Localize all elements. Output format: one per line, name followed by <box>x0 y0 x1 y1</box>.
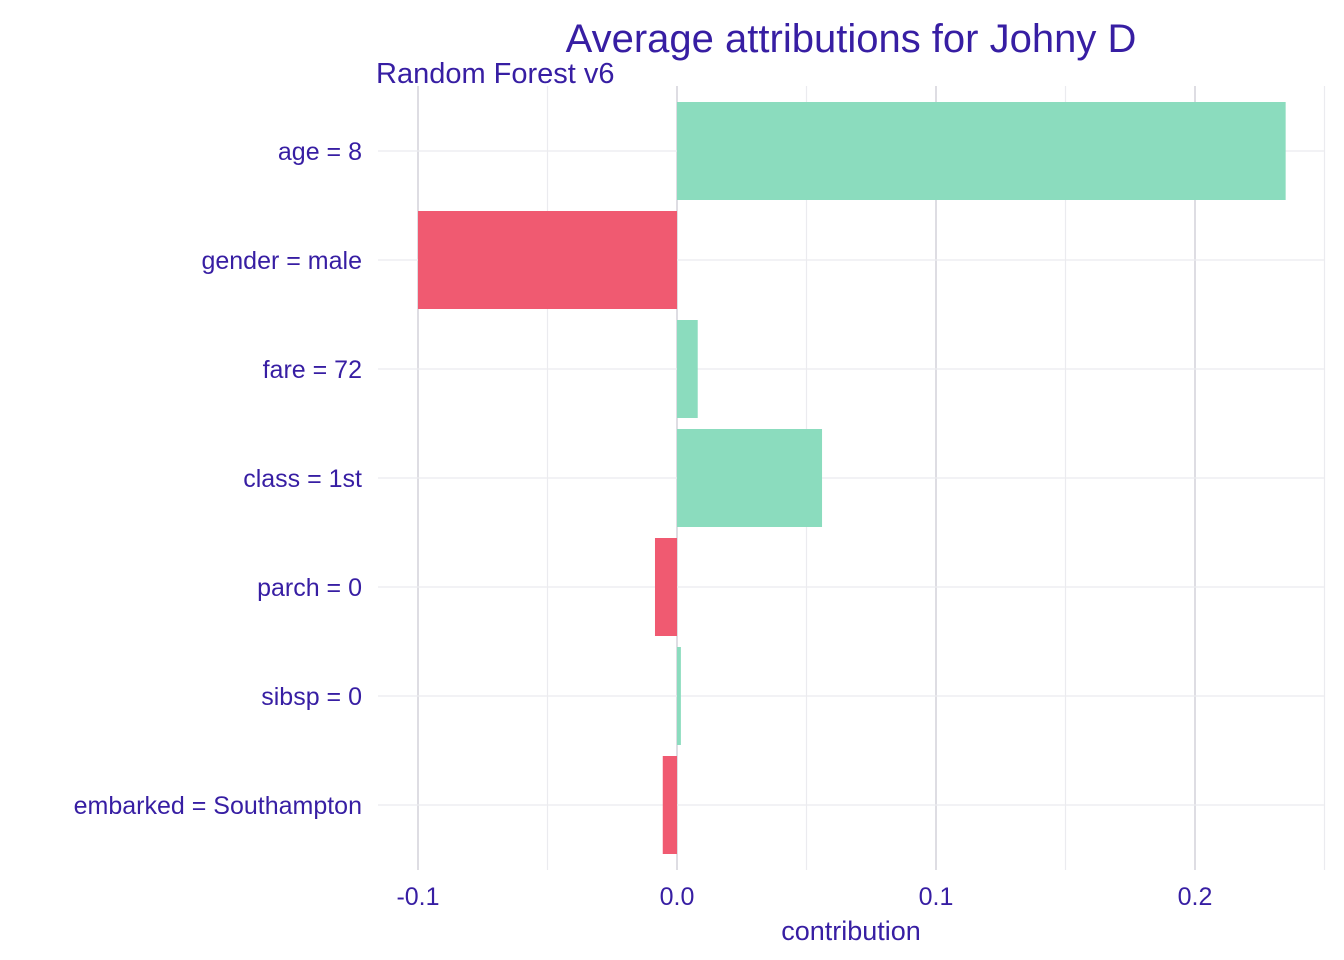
bar <box>677 102 1286 200</box>
bar <box>677 647 681 745</box>
x-axis-title: contribution <box>781 916 921 946</box>
y-tick-label: gender = male <box>201 247 362 275</box>
x-tick-label: 0.2 <box>1178 883 1213 911</box>
bar <box>654 538 677 636</box>
chart-title: Average attributions for Johny D <box>566 17 1137 61</box>
y-tick-label: embarked = Southampton <box>74 792 362 820</box>
y-tick-label: fare = 72 <box>263 356 362 384</box>
y-tick-label: age = 8 <box>278 138 362 166</box>
label-layer: age = 8 gender = male fare = 72 class = 1st… <box>74 138 1213 911</box>
bar <box>677 429 823 527</box>
grid-layer <box>378 86 1326 870</box>
y-tick-label: sibsp = 0 <box>261 683 362 711</box>
bar <box>677 320 698 418</box>
chart-subtitle: Random Forest v6 <box>376 58 615 90</box>
x-tick-label: 0.0 <box>660 883 695 911</box>
bar-layer <box>418 102 1286 854</box>
bar <box>662 756 677 854</box>
y-tick-label: class = 1st <box>243 465 362 493</box>
x-tick-label: -0.1 <box>396 883 439 911</box>
x-tick-label: 0.1 <box>919 883 954 911</box>
y-tick-label: parch = 0 <box>257 574 362 602</box>
bar <box>418 211 677 309</box>
